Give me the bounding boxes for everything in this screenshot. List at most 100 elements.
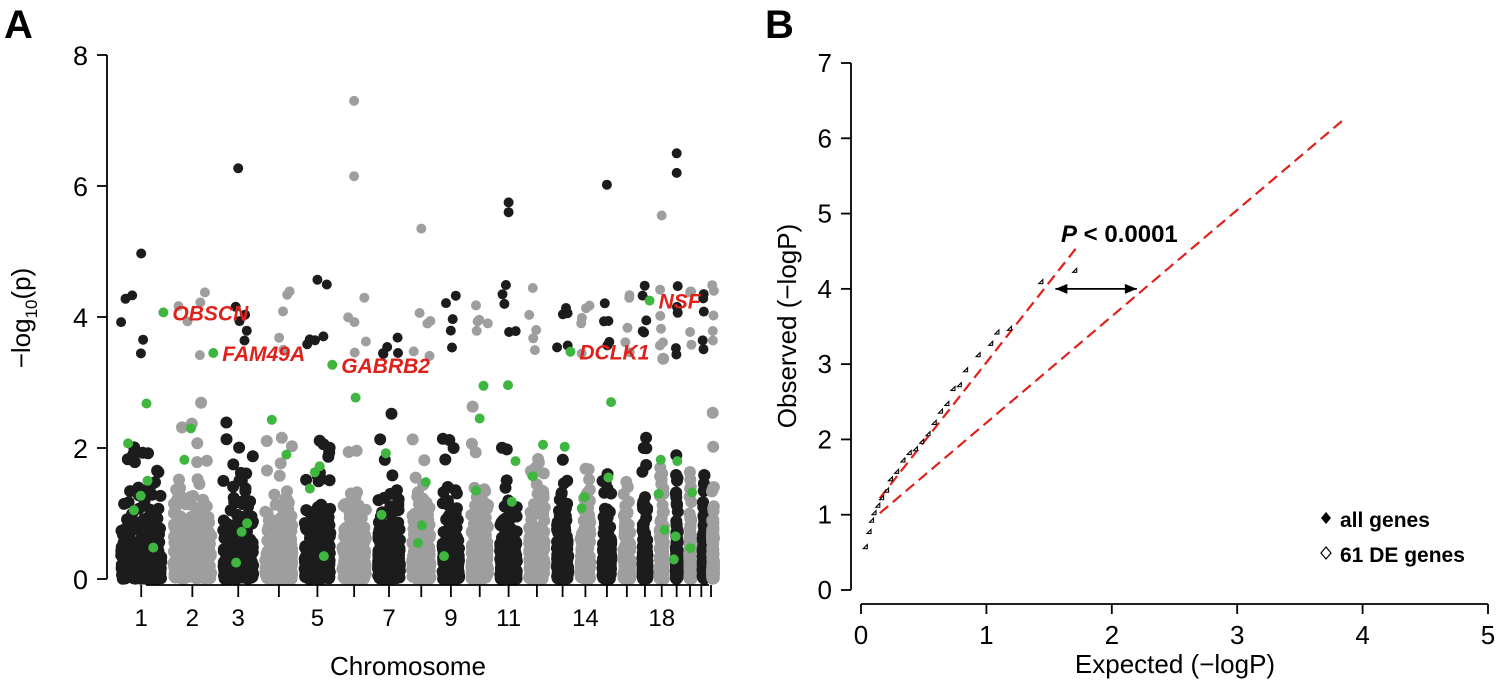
x-axis-title: Chromosome: [330, 651, 486, 681]
snp-point: [301, 546, 314, 559]
snp-point: [637, 442, 650, 454]
snp-point: [656, 499, 669, 512]
top-snp-point: [349, 95, 360, 106]
snp-point: [707, 335, 718, 346]
snp-point: [342, 446, 355, 458]
snp-point: [685, 567, 698, 580]
chromosome-label: 5: [311, 605, 324, 632]
snp-point: [119, 562, 132, 575]
snp-point: [598, 486, 611, 499]
chromosome-label: 11: [496, 605, 521, 632]
snp-point: [637, 552, 649, 565]
snp-point: [338, 544, 350, 557]
snp-point: [656, 323, 666, 334]
de-gene-point: [478, 380, 489, 391]
snp-point: [136, 529, 149, 542]
snp-point: [583, 569, 596, 581]
chromosome-label: 7: [382, 605, 395, 632]
snp-point: [697, 335, 708, 346]
snp-point: [246, 536, 259, 549]
x-ticks: [140, 585, 712, 597]
snp-point: [447, 342, 457, 353]
snp-point: [194, 350, 205, 361]
snp-point: [707, 531, 720, 544]
snp-point: [708, 310, 719, 321]
snp-point: [640, 459, 653, 471]
de-gene-point: [123, 438, 134, 449]
chromosome-label: 18: [648, 605, 675, 632]
de-gene-point: [606, 397, 617, 408]
snp-point: [262, 514, 275, 527]
snp-point: [620, 543, 633, 555]
snp-point: [274, 332, 285, 343]
de-gene-point: [653, 488, 664, 499]
top-snp-point: [601, 179, 612, 190]
snp-point: [191, 437, 204, 450]
snp-point: [274, 457, 287, 470]
snp-point: [641, 570, 654, 583]
snp-point: [443, 573, 456, 585]
snp-point: [194, 538, 207, 551]
de-gene-point: [318, 551, 329, 562]
snp-point: [282, 553, 295, 566]
snp-point: [448, 557, 461, 570]
de-gene-point: [179, 454, 190, 465]
snp-point: [142, 566, 155, 579]
snp-point: [356, 544, 369, 557]
snp-point: [220, 567, 233, 580]
snp-point: [552, 342, 563, 353]
top-snp-point: [136, 248, 147, 259]
snp-point: [185, 559, 198, 572]
snp-point: [376, 572, 389, 585]
snp-point: [654, 470, 667, 483]
snp-point: [528, 333, 539, 344]
gene-label-dclk1: DCLK1: [579, 342, 649, 365]
snp-point: [359, 292, 370, 303]
snp-point: [284, 562, 297, 575]
snp-point: [355, 512, 368, 525]
snp-point: [496, 441, 508, 454]
snp-point: [640, 431, 653, 444]
snp-point: [260, 567, 273, 580]
snp-point: [220, 433, 233, 446]
snp-point: [390, 545, 403, 558]
snp-point: [441, 298, 451, 309]
snp-point: [183, 542, 196, 555]
snp-point: [446, 533, 459, 546]
de-gene-point: [416, 520, 427, 531]
de-gene-point: [242, 518, 253, 529]
top-snp-point: [656, 210, 667, 221]
snp-point: [639, 280, 650, 291]
snp-point: [524, 309, 535, 320]
snp-point: [154, 489, 167, 502]
de-gene-point: [376, 509, 387, 520]
snp-point: [116, 317, 127, 328]
snp-point: [406, 433, 419, 446]
highlighted-gene-point: [565, 346, 576, 357]
snp-point: [199, 550, 212, 563]
chromosome-label: 1: [135, 605, 148, 632]
snp-point: [241, 325, 252, 336]
snp-point: [497, 289, 508, 300]
snp-point: [281, 485, 293, 498]
snp-point: [672, 281, 683, 292]
snp-point: [173, 301, 184, 312]
snp-point: [184, 490, 197, 503]
fit-line: [879, 118, 1345, 515]
snp-point: [222, 555, 235, 568]
snp-point: [707, 440, 720, 453]
top-snp-point: [312, 274, 323, 285]
snp-point: [466, 400, 479, 413]
snp-point: [466, 554, 479, 567]
snp-point: [418, 454, 431, 467]
snp-point: [537, 545, 550, 558]
snp-point: [135, 348, 146, 359]
snp-point: [707, 502, 720, 515]
snp-point: [322, 450, 335, 463]
snp-point: [268, 488, 281, 501]
y-tick-label: 4: [73, 303, 88, 333]
snp-point: [526, 564, 539, 577]
